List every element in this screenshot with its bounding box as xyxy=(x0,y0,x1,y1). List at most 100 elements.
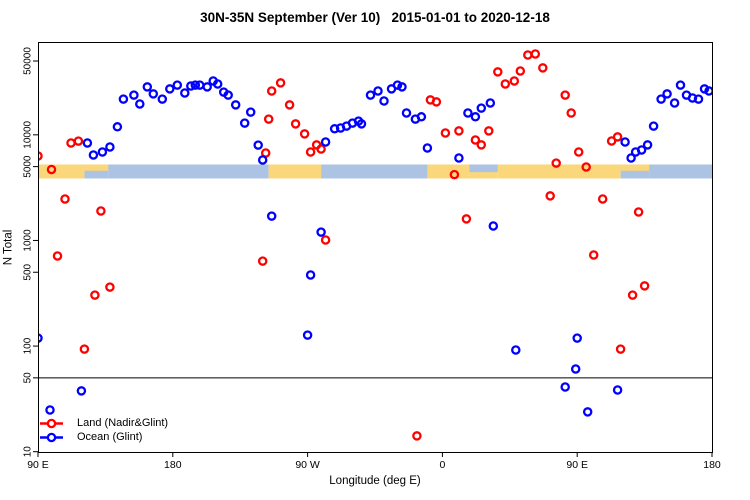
data-point xyxy=(392,80,403,90)
chart-title: 30N-35N September (Ver 10) 2015-01-01 to… xyxy=(200,10,550,25)
data-point xyxy=(135,99,145,109)
data-point xyxy=(284,100,295,110)
y-tick-label: 100 xyxy=(23,337,34,354)
y-tick-label: 10000 xyxy=(23,120,34,148)
data-point xyxy=(373,86,383,96)
data-point xyxy=(401,108,412,118)
x-tick-label: 180 xyxy=(703,459,721,471)
legend-marker-ocean xyxy=(46,432,57,443)
data-point xyxy=(538,63,548,73)
data-point xyxy=(582,407,593,417)
data-point xyxy=(485,98,496,108)
data-point xyxy=(693,94,704,104)
data-point xyxy=(79,344,90,354)
data-point xyxy=(257,155,268,165)
y-tick-label: 10 xyxy=(23,446,34,458)
data-point xyxy=(180,88,190,98)
data-point xyxy=(66,138,76,148)
data-point xyxy=(97,147,108,157)
data-point xyxy=(105,142,115,152)
data-point xyxy=(606,136,617,146)
data-point xyxy=(275,78,286,88)
y-axis-title: N Total xyxy=(2,229,15,266)
ocean-points xyxy=(38,76,712,417)
data-point xyxy=(612,385,623,395)
data-point xyxy=(615,344,626,354)
data-point xyxy=(581,162,591,172)
data-point xyxy=(105,282,115,292)
data-point xyxy=(627,290,638,300)
data-point xyxy=(52,251,63,261)
data-point xyxy=(440,128,451,138)
data-point xyxy=(463,108,473,118)
data-point xyxy=(530,49,541,59)
data-point xyxy=(76,386,87,396)
data-point xyxy=(476,140,487,150)
data-point xyxy=(551,158,561,168)
data-point xyxy=(129,90,139,100)
data-point xyxy=(662,89,672,99)
map-band-land xyxy=(427,164,470,179)
x-axis-title: Longitude (deg E) xyxy=(329,475,421,487)
map-band-ocean xyxy=(108,164,269,179)
data-point xyxy=(416,112,427,122)
data-point xyxy=(299,129,310,139)
data-point xyxy=(320,137,331,147)
map-band-ocean xyxy=(321,164,428,179)
data-point xyxy=(365,90,376,100)
legend-label-ocean: Ocean (Glint) xyxy=(77,431,143,443)
data-point xyxy=(88,150,99,160)
data-point xyxy=(566,108,576,118)
data-point xyxy=(669,98,680,108)
data-point xyxy=(612,132,623,142)
data-point xyxy=(290,119,301,129)
data-point xyxy=(316,144,326,154)
data-point xyxy=(245,107,256,117)
data-point xyxy=(675,80,686,90)
plot-inner xyxy=(38,49,712,441)
data-point xyxy=(157,94,168,104)
map-band-land xyxy=(268,164,322,179)
data-point xyxy=(633,207,644,217)
data-point xyxy=(190,80,201,90)
data-point xyxy=(230,100,241,110)
data-point xyxy=(96,206,106,216)
data-point xyxy=(186,81,196,91)
data-point xyxy=(142,82,153,92)
data-point xyxy=(515,66,526,76)
x-tick-label: 0 xyxy=(439,459,445,471)
data-point xyxy=(305,270,316,280)
map-band-land xyxy=(38,164,85,179)
data-point xyxy=(90,290,100,300)
data-point xyxy=(461,214,472,224)
x-tick-label: 90 W xyxy=(295,459,320,471)
y-tick-label: 50 xyxy=(23,372,34,384)
data-point xyxy=(118,94,129,104)
data-point xyxy=(148,89,159,99)
data-point xyxy=(320,235,331,245)
x-tick-label: 180 xyxy=(164,459,182,471)
data-point xyxy=(639,281,650,291)
data-point xyxy=(305,147,316,157)
y-tick-label: 500 xyxy=(23,263,34,280)
data-point xyxy=(620,137,630,147)
data-point xyxy=(449,169,460,180)
x-tick-label: 90 E xyxy=(27,459,49,471)
data-point xyxy=(626,153,636,163)
data-point xyxy=(570,364,581,374)
data-point xyxy=(470,135,481,145)
data-point xyxy=(422,143,433,153)
data-point xyxy=(488,221,499,231)
map-band-coast xyxy=(84,164,109,171)
data-point xyxy=(454,153,464,163)
data-point xyxy=(263,114,274,124)
data-point xyxy=(379,96,389,106)
legend-label-land: Land (Nadir&Glint) xyxy=(77,417,169,429)
data-point xyxy=(648,121,659,131)
y-tick-label: 50000 xyxy=(22,47,33,75)
y-tick-label: 1000 xyxy=(23,229,34,252)
data-point xyxy=(253,140,263,150)
map-band-ocean xyxy=(649,164,712,179)
data-point xyxy=(239,118,250,128)
